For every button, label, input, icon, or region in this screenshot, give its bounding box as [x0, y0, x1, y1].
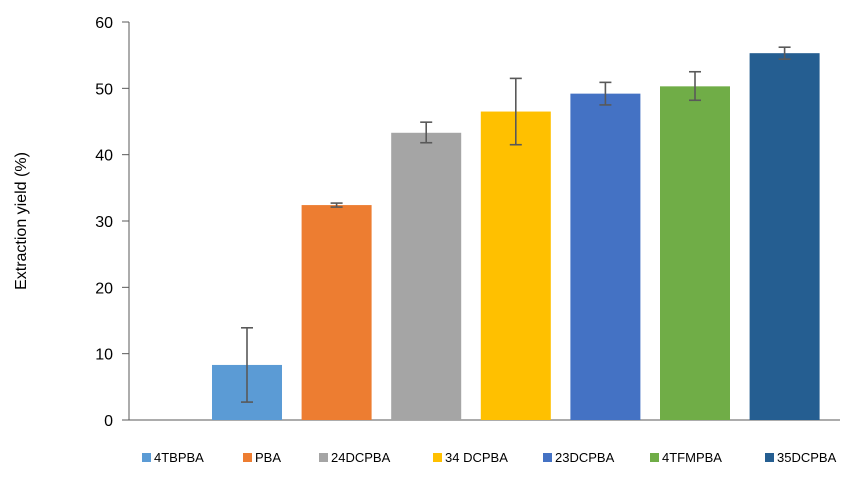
legend-item: 4TFMPBA [650, 450, 722, 465]
legend-swatch [543, 453, 552, 462]
y-tick-label: 50 [95, 81, 113, 98]
error-bar [689, 70, 701, 102]
error-bar [420, 121, 433, 144]
legend-label: PBA [255, 450, 281, 465]
legend: 4TBPBA PBA 24DCPBA 34 DCPBA 23DCPBA 4TFMPBA 35… [142, 450, 837, 465]
legend-swatch [142, 453, 151, 462]
bar-23dcpba [570, 93, 641, 420]
legend-label: 23DCPBA [555, 450, 615, 465]
legend-swatch [765, 453, 774, 462]
legend-swatch [650, 453, 659, 462]
legend-label: 35DCPBA [777, 450, 837, 465]
legend-label: 4TFMPBA [662, 450, 722, 465]
error-bars-group [241, 46, 791, 403]
bar-35dcpba [749, 53, 820, 420]
y-axis-title: Extraction yield (%) [13, 152, 30, 290]
legend-item: 23DCPBA [543, 450, 615, 465]
bar-34-dcpba [480, 111, 551, 421]
error-bar [241, 326, 253, 403]
y-tick-label: 60 [95, 15, 113, 32]
bars-group [212, 53, 820, 421]
y-tick-label: 20 [95, 280, 113, 297]
legend-swatch [319, 453, 328, 462]
error-bar [330, 202, 343, 208]
legend-label: 34 DCPBA [445, 450, 508, 465]
legend-item: 35DCPBA [765, 450, 837, 465]
bar-4tfmpba [660, 86, 730, 421]
error-bar [509, 77, 522, 146]
y-tick-label: 40 [95, 148, 113, 165]
y-axis-ticks: 0 10 20 30 40 50 60 [95, 15, 129, 430]
legend-label: 24DCPBA [331, 450, 391, 465]
error-bar [599, 81, 612, 106]
bar-pba [301, 205, 372, 420]
legend-item: 4TBPBA [142, 450, 204, 465]
y-tick-label: 10 [95, 347, 113, 364]
legend-item: 24DCPBA [319, 450, 391, 465]
y-tick-label: 30 [95, 214, 113, 231]
legend-swatch [243, 453, 252, 462]
error-bar [778, 46, 791, 60]
y-tick-label: 0 [104, 413, 113, 430]
legend-swatch [433, 453, 442, 462]
legend-item: PBA [243, 450, 281, 465]
bar-24dcpba [391, 132, 462, 420]
legend-item: 34 DCPBA [433, 450, 508, 465]
legend-label: 4TBPBA [154, 450, 204, 465]
